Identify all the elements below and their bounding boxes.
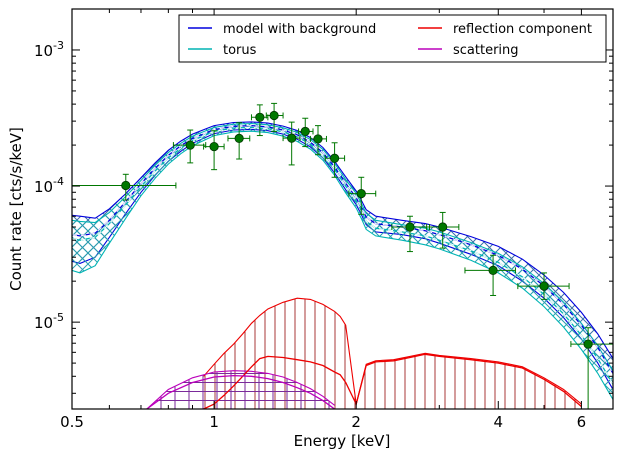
data-point-marker [255,112,265,122]
legend-entry: reflection component [418,22,592,37]
data-point-marker [438,222,448,232]
data-point-marker [300,126,310,137]
data-point-marker [539,281,549,291]
legend-label: model with background [223,22,376,37]
y-tick-label: 10-3 [34,39,64,60]
data-point-marker [405,222,415,232]
legend-box [178,14,607,63]
data-point [250,104,269,137]
data-point [348,176,377,215]
data-point-marker [583,339,593,349]
data-point [172,129,207,164]
y-tick-label: 10-5 [34,311,64,332]
band-upper-reflection [203,297,582,405]
data-point-marker [269,110,279,121]
band-scattering [146,370,335,409]
x-tick-label: 1 [209,413,219,431]
data-point [517,272,570,300]
y-axis-ticks: 10-510-410-3 [34,8,613,394]
y-tick-base: 10 [34,314,53,332]
data-point [298,117,314,148]
series-line-reflection [203,353,582,409]
legend-label: reflection component [453,22,592,37]
legend-entry: scattering [418,43,519,58]
data-point [265,102,284,132]
legend-entry: model with background [188,22,376,37]
y-tick-base: 10 [34,42,53,60]
series-dash-model [72,125,613,374]
legend-label: scattering [453,43,519,58]
y-tick-label: 10-4 [34,175,64,196]
data-point-marker [356,189,366,199]
data-point [71,173,177,201]
x-tick-label: 0.5 [60,413,84,431]
x-tick-label: 2 [351,413,361,431]
data-point-marker [121,180,131,191]
band-upper-model [72,121,613,359]
y-tick-exponent: -5 [53,311,64,324]
data-point-marker [313,134,323,144]
data-point-marker [234,133,244,143]
series-line-scattering [146,374,335,409]
band-lower-torus [72,130,613,400]
data-point-marker [287,133,297,143]
x-tick-label: 4 [494,413,504,431]
x-axis-label: Energy [keV] [294,432,391,450]
data-point-marker [185,140,195,150]
legend-entry: torus [188,43,257,58]
band-upper-scattering [146,370,335,409]
data-point [570,327,614,410]
data-point [203,130,225,171]
y-tick-base: 10 [34,178,53,196]
legend: model with background reflection componen… [178,14,607,63]
data-point [391,215,431,253]
data-point [324,142,346,178]
data-point [426,211,460,249]
data-point [227,122,251,160]
data-point [464,254,516,296]
x-tick-label: 6 [577,413,587,431]
legend-label: torus [223,43,257,58]
data-point [309,125,327,156]
series-dash-torus [72,126,613,385]
band-reflection [203,298,582,409]
data-point-marker [209,141,219,152]
y-axis-label: Count rate [cts/s/keV] [7,127,25,291]
y-tick-exponent: -4 [53,175,64,188]
data-points [71,102,614,410]
data-point-marker [329,153,340,163]
plot-frame [71,8,614,410]
data-point-marker [488,265,498,275]
data-point [282,121,301,166]
y-tick-exponent: -3 [53,39,64,52]
band-upper-torus [72,122,613,371]
series-lines [72,124,613,409]
x-axis-ticks: 0.5 1 2 4 6 [60,9,614,431]
